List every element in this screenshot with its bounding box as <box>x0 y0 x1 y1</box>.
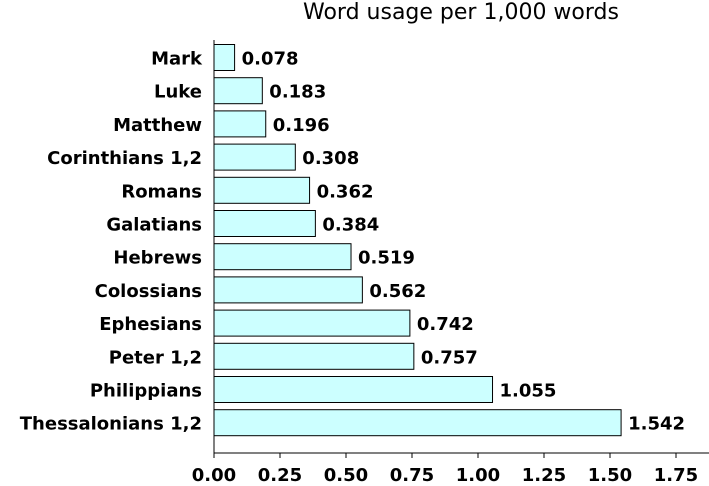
bar <box>213 342 415 370</box>
value-label: 1.055 <box>500 381 557 402</box>
bar <box>213 176 311 204</box>
x-tick-label: 0.25 <box>258 465 302 486</box>
category-label: Peter 1,2 <box>109 347 202 368</box>
category-label: Philippians <box>90 381 202 402</box>
bar <box>213 376 494 403</box>
x-tick-label: 1.25 <box>522 465 566 486</box>
value-labels: 0.078 0.183 0.196 0.308 0.362 0.384 0.519 0.562… <box>242 49 685 435</box>
category-label: Ephesians <box>99 314 202 335</box>
x-tick-label: 0.50 <box>324 465 368 486</box>
x-ticks: 0.00 0.25 0.50 0.75 1.00 1.25 1.50 1.75 <box>192 453 698 486</box>
category-label: Colossians <box>95 281 202 302</box>
bar <box>213 44 236 71</box>
category-labels: Mark Luke Matthew Corinthians 1,2 Romans Gala… <box>20 49 203 435</box>
bar <box>213 77 263 105</box>
bar <box>213 409 622 437</box>
x-tick-label: 0.00 <box>192 465 236 486</box>
value-label: 0.384 <box>322 215 379 236</box>
x-tick-label: 1.00 <box>456 465 500 486</box>
bar <box>213 143 296 171</box>
category-label: Corinthians 1,2 <box>47 148 202 169</box>
category-label: Hebrews <box>113 248 202 269</box>
x-tick-label: 1.75 <box>654 465 698 486</box>
bars-group <box>213 44 622 437</box>
category-label: Romans <box>121 181 202 202</box>
value-label: 0.757 <box>421 347 478 368</box>
category-label: Galatians <box>106 215 202 236</box>
bar <box>213 243 352 271</box>
x-tick-label: 0.75 <box>390 465 434 486</box>
value-label: 0.183 <box>269 82 326 103</box>
bar <box>213 210 316 237</box>
value-label: 0.562 <box>369 281 426 302</box>
value-label: 0.742 <box>417 314 474 335</box>
bar <box>213 309 411 337</box>
axes <box>213 40 709 454</box>
value-label: 1.542 <box>628 414 685 435</box>
value-label: 0.362 <box>317 181 374 202</box>
value-label: 0.196 <box>273 115 330 136</box>
value-label: 0.078 <box>242 49 299 70</box>
value-label: 0.519 <box>358 248 415 269</box>
category-label: Matthew <box>113 115 202 136</box>
category-label: Thessalonians 1,2 <box>20 414 202 435</box>
value-label: 0.308 <box>302 148 359 169</box>
x-tick-label: 1.50 <box>588 465 632 486</box>
bar <box>213 110 267 138</box>
category-label: Luke <box>154 82 202 103</box>
bar <box>213 276 363 304</box>
category-label: Mark <box>151 49 203 70</box>
chart-title: Word usage per 1,000 words <box>303 0 619 25</box>
